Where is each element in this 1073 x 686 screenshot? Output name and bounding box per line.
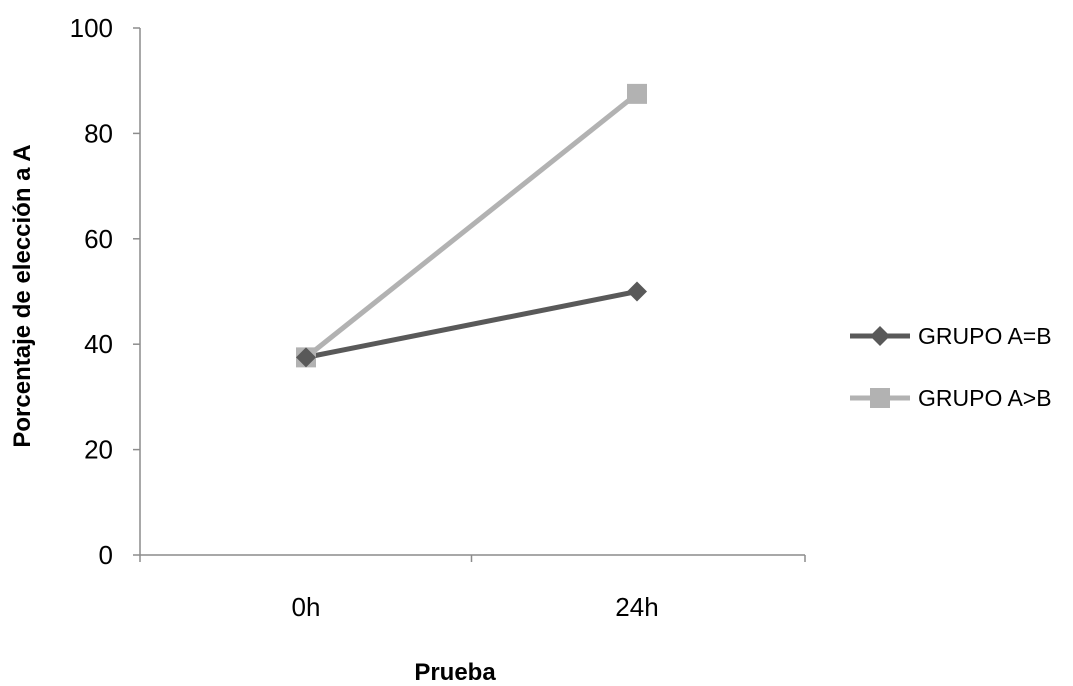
y-axis-title: Porcentaje de elección a A xyxy=(9,144,36,447)
series-lines xyxy=(296,83,647,368)
series-line-grupo-a-gt-b xyxy=(304,91,639,360)
data-point-grupo-a-eq-b xyxy=(627,281,647,302)
y-tick-label: 100 xyxy=(70,13,113,43)
y-tick-label: 60 xyxy=(84,224,113,254)
y-tick-label: 0 xyxy=(99,540,113,570)
data-point-grupo-a-gt-b xyxy=(627,83,647,104)
legend-swatch-marker xyxy=(870,326,890,346)
legend: GRUPO A=B GRUPO A>B xyxy=(850,323,1052,411)
series-line-grupo-a-eq-b xyxy=(305,289,638,360)
legend-swatch-marker xyxy=(870,388,890,408)
x-axis-title: Prueba xyxy=(414,659,496,686)
x-tick-label: 0h xyxy=(292,592,321,622)
data-point-grupo-a-eq-b xyxy=(296,347,316,368)
x-tick-label: 24h xyxy=(615,592,658,622)
legend-label: GRUPO A>B xyxy=(918,385,1052,411)
legend-label: GRUPO A=B xyxy=(918,323,1052,349)
axes: 0 20 40 60 80 100 0h 24h xyxy=(70,13,806,622)
y-tick-label: 20 xyxy=(84,435,113,465)
y-tick-label: 40 xyxy=(84,329,113,359)
y-tick-label: 80 xyxy=(84,118,113,148)
